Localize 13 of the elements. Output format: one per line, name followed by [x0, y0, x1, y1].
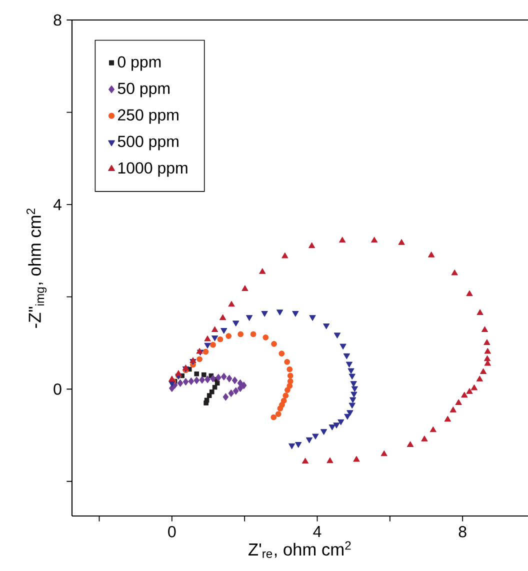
x-tick-label: 0	[168, 526, 176, 538]
y-tick-label: 4	[53, 199, 62, 210]
x-axis-title: Z'$_{re}$, ohm cm$^{2}$	[248, 541, 351, 558]
y-tick-label: 0	[54, 383, 62, 395]
y-axis-title: -Z"$_{img}$, ohm cm$^{2}$	[26, 208, 47, 328]
x-tick-label: 4	[313, 526, 322, 538]
x-tick-label: 8	[458, 526, 466, 538]
legend-label: 500 ppm	[118, 136, 178, 150]
y-tick-label: 8	[54, 14, 62, 26]
legend-label: 0 ppm	[118, 56, 161, 71]
legend-label: 1000 ppm	[118, 162, 188, 177]
legend-label: 250 ppm	[118, 109, 178, 124]
legend-label: 50 ppm	[118, 82, 170, 98]
